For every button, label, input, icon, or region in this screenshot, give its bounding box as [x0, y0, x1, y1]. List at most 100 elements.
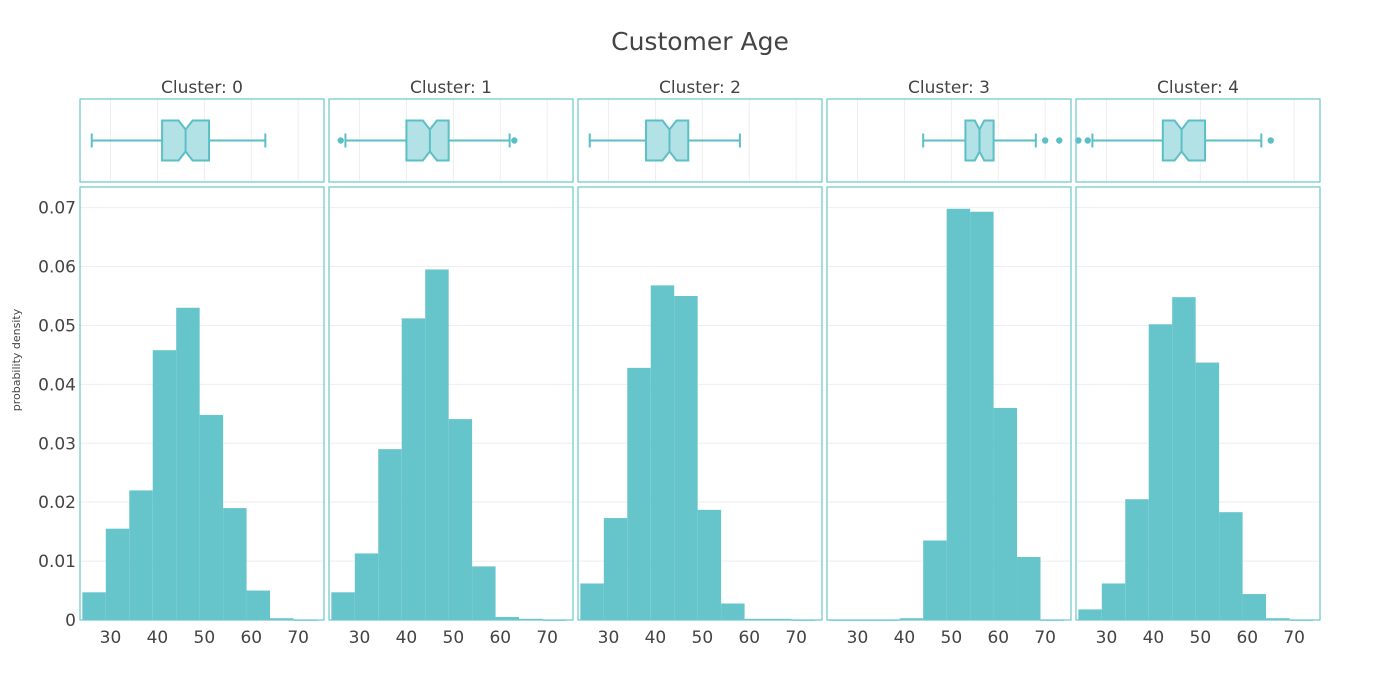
x-tick-label: 50 — [443, 628, 465, 648]
histogram-bar — [697, 509, 722, 620]
box-outlier-point — [1267, 137, 1274, 144]
histogram-bar — [650, 285, 675, 620]
histogram-bar — [899, 618, 924, 620]
x-tick-label: 30 — [1096, 628, 1118, 648]
x-tick-label: 40 — [147, 628, 169, 648]
histogram-bar — [246, 590, 271, 620]
y-tick-label: 0.06 — [38, 258, 76, 278]
histogram-bar — [105, 528, 130, 620]
histogram-bar — [603, 518, 628, 620]
y-axis-label: probability density — [10, 308, 23, 411]
x-tick-label: 50 — [1190, 628, 1212, 648]
x-tick-label: 70 — [1283, 628, 1305, 648]
x-tick-label: 30 — [100, 628, 122, 648]
facet-title: Cluster: 4 — [1157, 78, 1239, 98]
box-panel-frame — [1075, 98, 1321, 183]
histogram-bar — [425, 269, 449, 620]
y-tick-label: 0 — [65, 611, 76, 631]
histogram-bar — [82, 592, 106, 620]
histogram-bar — [946, 208, 971, 620]
x-tick-label: 40 — [396, 628, 418, 648]
histogram-bar — [970, 211, 994, 620]
x-tick-label: 60 — [489, 628, 511, 648]
box-panel-frame — [577, 98, 823, 183]
x-tick-label: 60 — [1236, 628, 1258, 648]
y-tick-label: 0.07 — [38, 199, 76, 219]
y-tick-label: 0.04 — [38, 375, 76, 395]
histogram-bar — [354, 553, 379, 620]
box-panel-frame — [79, 98, 325, 183]
facet-title: Cluster: 2 — [659, 78, 741, 98]
histogram-bar — [270, 618, 294, 620]
histogram-bar — [152, 350, 177, 620]
histogram-bar — [923, 540, 947, 620]
x-tick-label: 60 — [987, 628, 1009, 648]
box-outlier-point — [1084, 137, 1091, 144]
histogram-bar — [580, 583, 604, 620]
histogram-bar — [993, 407, 1018, 620]
histogram-bar — [1195, 362, 1220, 620]
facet-title: Cluster: 3 — [908, 78, 990, 98]
notched-box — [645, 119, 690, 162]
histogram-bar — [674, 295, 698, 620]
box-outlier-point — [511, 137, 518, 144]
box-outlier-point — [1041, 137, 1049, 144]
histogram-bar — [448, 419, 473, 620]
histogram-bar — [378, 449, 402, 620]
x-tick-label: 60 — [240, 628, 262, 648]
y-tick-label: 0.03 — [38, 434, 76, 454]
histogram-bar — [129, 490, 153, 620]
facet-title: Cluster: 1 — [410, 78, 492, 98]
box-outlier-point — [1075, 137, 1082, 144]
x-tick-label: 70 — [785, 628, 807, 648]
hist-panel-frame — [1075, 186, 1321, 621]
x-tick-label: 50 — [194, 628, 216, 648]
hist-panel-frame — [577, 186, 823, 621]
x-tick-label: 40 — [1143, 628, 1165, 648]
x-tick-label: 40 — [894, 628, 916, 648]
box-outlier-point — [1056, 137, 1063, 144]
histogram-bar — [1125, 499, 1149, 620]
histogram-bar — [223, 508, 247, 620]
x-tick-label: 30 — [598, 628, 620, 648]
x-tick-label: 50 — [692, 628, 714, 648]
box-panel-frame — [826, 98, 1072, 183]
facet-title: Cluster: 0 — [161, 78, 243, 98]
histogram-bar — [721, 603, 745, 620]
histogram-bar — [1219, 512, 1243, 620]
histogram-bar — [472, 566, 496, 620]
histogram-bar — [1017, 556, 1041, 620]
histogram-bar — [176, 307, 200, 620]
histogram-bar — [401, 318, 426, 620]
y-tick-label: 0.01 — [38, 552, 76, 572]
histogram-bar — [495, 617, 520, 620]
x-tick-label: 60 — [738, 628, 760, 648]
histogram-bar — [1242, 594, 1267, 620]
y-tick-label: 0.05 — [38, 316, 76, 336]
x-tick-label: 70 — [1034, 628, 1056, 648]
box-panel-frame — [328, 98, 574, 183]
box-outlier-point — [337, 137, 344, 144]
x-tick-label: 40 — [645, 628, 667, 648]
histogram-bar — [331, 592, 355, 620]
hist-panel-frame — [79, 186, 325, 621]
x-tick-label: 50 — [941, 628, 963, 648]
hist-panel-frame — [826, 186, 1072, 621]
notched-box — [1161, 119, 1207, 162]
x-tick-label: 70 — [287, 628, 309, 648]
histogram-bar — [1266, 618, 1290, 620]
histogram-bar — [627, 367, 651, 620]
x-tick-label: 70 — [536, 628, 558, 648]
hist-panel-frame — [328, 186, 574, 621]
notched-box — [405, 119, 450, 162]
x-tick-label: 30 — [847, 628, 869, 648]
y-tick-label: 0.02 — [38, 493, 76, 513]
x-tick-label: 30 — [349, 628, 371, 648]
histogram-bar — [1101, 583, 1126, 620]
histogram-bar — [1172, 297, 1196, 620]
chart-title: Customer Age — [611, 27, 789, 56]
histogram-bar — [1078, 609, 1102, 620]
histogram-bar — [199, 414, 224, 620]
